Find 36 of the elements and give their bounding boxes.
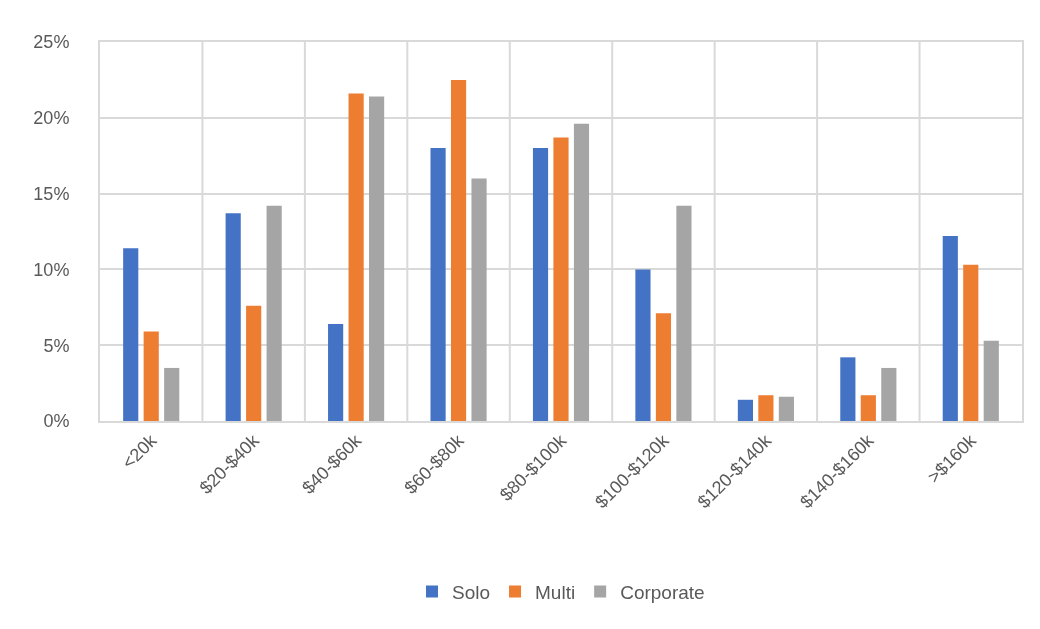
legend-label: Solo [452,581,491,603]
y-tick-label: 15% [33,183,70,204]
bar [676,205,692,421]
bar [369,96,385,421]
legend-label: Corporate [620,581,705,603]
bar [881,367,897,421]
bar [532,148,549,421]
bar [450,79,467,421]
bar [758,395,774,421]
bar [983,340,999,421]
bar [266,205,282,421]
bar [942,236,958,421]
bar [328,323,344,421]
y-tick-label: 5% [43,335,70,356]
bar [778,396,794,421]
legend-label: Multi [535,581,576,603]
bar [635,269,651,421]
bar [225,213,241,421]
bar [471,178,487,421]
y-tick-label: 10% [33,259,70,280]
bar [164,367,180,421]
bar [655,313,672,421]
y-tick-label: 0% [43,411,70,432]
bar [840,357,856,421]
bar [123,248,139,421]
bar [860,395,876,421]
y-tick-label: 20% [33,108,70,129]
bar [246,305,262,421]
bar [573,123,590,421]
bar [430,148,446,421]
bar [963,264,979,421]
bar [553,137,569,421]
bar [143,331,159,421]
bar [348,93,364,421]
y-tick-label: 25% [33,32,70,53]
bar [737,399,753,421]
